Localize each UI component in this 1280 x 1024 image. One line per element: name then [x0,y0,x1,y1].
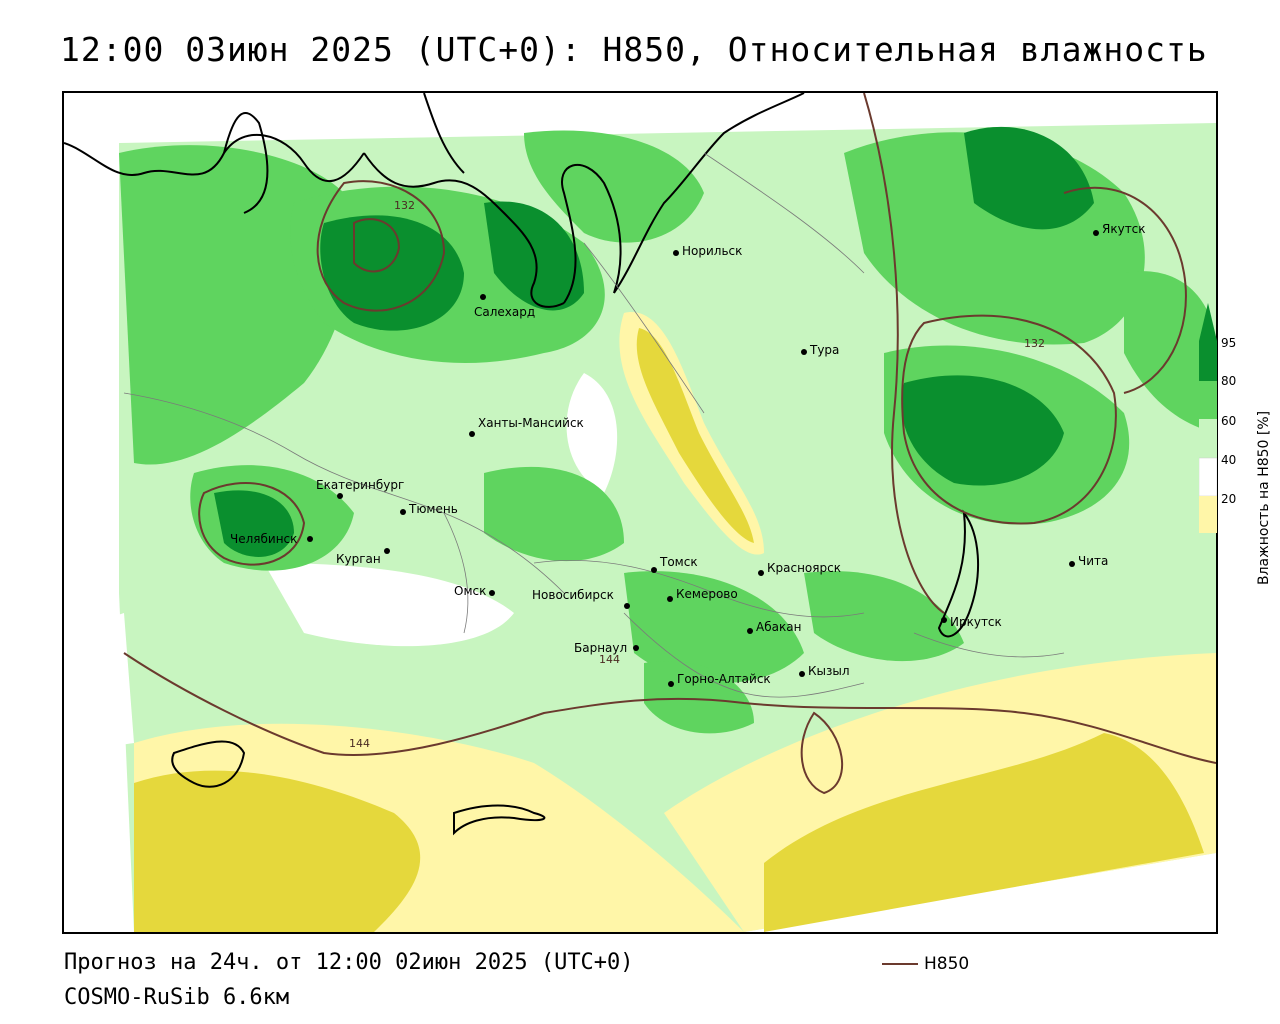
city-kemerovo: Кемерово [667,587,738,602]
series-legend-label: H850 [924,954,970,974]
colorbar-title: Влажность на H850 [%] [1256,410,1272,585]
city-gorno-altaysk: Горно-Алтайск [668,672,771,687]
colorbar-cap-top [1199,303,1217,341]
wet-zone-tomsk [484,466,624,562]
city-label: Кемерово [676,587,738,601]
city-label: Тюмень [408,502,458,516]
city-omsk: Омск [454,584,495,598]
colorbar-dry [1199,496,1217,533]
admin-borders [123,152,1065,698]
city-tomsk: Томск [651,555,698,573]
city-chelyabinsk: Челябинск [230,532,313,546]
isoline-label: 132 [394,199,415,212]
colorbar-wet [1199,381,1217,419]
city-label: Салехард [474,305,535,319]
isoline-northeast [1063,186,1187,394]
wet-zone-yakutia [1124,271,1216,433]
city-label: Кызыл [808,664,850,678]
colorbar-moist [1199,419,1217,458]
colorbar-tick: 20 [1221,492,1237,506]
city-abakan: Абакан [747,620,801,634]
city-label: Чита [1078,554,1108,568]
colorbar [1199,303,1217,533]
city-label: Абакан [756,620,801,634]
city-kurgan: Курган [336,548,390,566]
colorbar-very-wet [1199,341,1217,381]
colorbar-tick: 80 [1221,374,1237,388]
very-wet-gulf [484,201,584,311]
city-label: Якутск [1102,222,1146,236]
series-legend: H850 [882,954,969,974]
model-info: COSMO-RuSib 6.6км [64,985,290,1010]
city-label: Горно-Алтайск [677,672,771,686]
city-label: Тура [809,343,839,357]
colorbar-tick: 95 [1221,336,1237,350]
city-label: Екатеринбург [316,478,404,492]
isoline-144 [123,652,1216,764]
isoline-central [863,93,945,614]
very-dry-tongue [636,328,754,543]
city-label: Челябинск [230,532,297,546]
isoline-132 [901,314,1117,525]
city-label: Иркутск [950,615,1002,629]
city-krasnoyarsk: Красноярск [758,561,841,576]
city-novosibirsk: Новосибирск [532,588,630,609]
neutral-patch-edge [64,613,134,753]
isoline-chelyabinsk [198,482,306,566]
city-tyumen: Тюмень [400,502,458,516]
city-kyzyl: Кызыл [799,664,850,678]
isoline-mongolia [800,711,843,795]
city-label: Барнаул [574,641,627,655]
series-line-swatch [882,963,918,965]
neutral-patch-center [566,373,618,493]
colorbar-tick: 60 [1221,414,1237,428]
city-yakutsk: Якутск [1093,222,1146,236]
wet-zone-sayan [804,571,964,662]
humidity-map: 132 132 144 144 Норильск Салехард Тура Я… [64,93,1216,932]
colorbar-neutral [1199,457,1217,497]
city-salekhard: Салехард [474,294,535,319]
city-irkutsk: Иркутск [941,615,1002,629]
very-wet-chelyabinsk [214,490,294,557]
map-panel: 132 132 144 144 Норильск Салехард Тура Я… [62,91,1218,934]
forecast-info: Прогноз на 24ч. от 12:00 02июн 2025 (UTC… [64,950,634,975]
h850-isolines [123,93,1216,795]
city-khanty-mansiysk: Ханты-Мансийск [469,416,584,437]
city-ekaterinburg: Екатеринбург [316,478,404,499]
city-label: Красноярск [767,561,841,575]
very-wet-northeast [964,126,1094,230]
isoline-label: 144 [349,737,370,750]
city-norilsk: Норильск [673,244,742,258]
wet-zone-altai [644,661,754,734]
isoline-cyclone-west [316,180,446,312]
very-dry-zone-southwest [134,770,421,932]
neutral-patch-west [264,563,514,647]
city-label: Ханты-Мансийск [478,416,584,430]
city-label: Омск [454,584,486,598]
city-tura: Тура [801,343,839,357]
very-dry-zone-southeast [764,733,1204,932]
very-wet-cyclone-east [901,375,1064,486]
city-chita: Чита [1069,554,1108,568]
city-label: Курган [336,552,381,566]
very-wet-cyclone-west [320,215,464,331]
city-barnaul: Барнаул [574,641,639,655]
isoline-label: 132 [1024,337,1045,350]
isoline-cyclone-west-inner [353,218,401,273]
colorbar-tick: 40 [1221,453,1237,467]
isoline-label: 144 [599,653,620,666]
city-label: Норильск [682,244,742,258]
city-label: Новосибирск [532,588,614,602]
coastlines [64,93,979,836]
chart-title: 12:00 03июн 2025 (UTC+0): H850, Относите… [60,30,1208,69]
city-markers: Норильск Салехард Тура Якутск Ханты-Манс… [230,222,1146,687]
city-label: Томск [659,555,698,569]
